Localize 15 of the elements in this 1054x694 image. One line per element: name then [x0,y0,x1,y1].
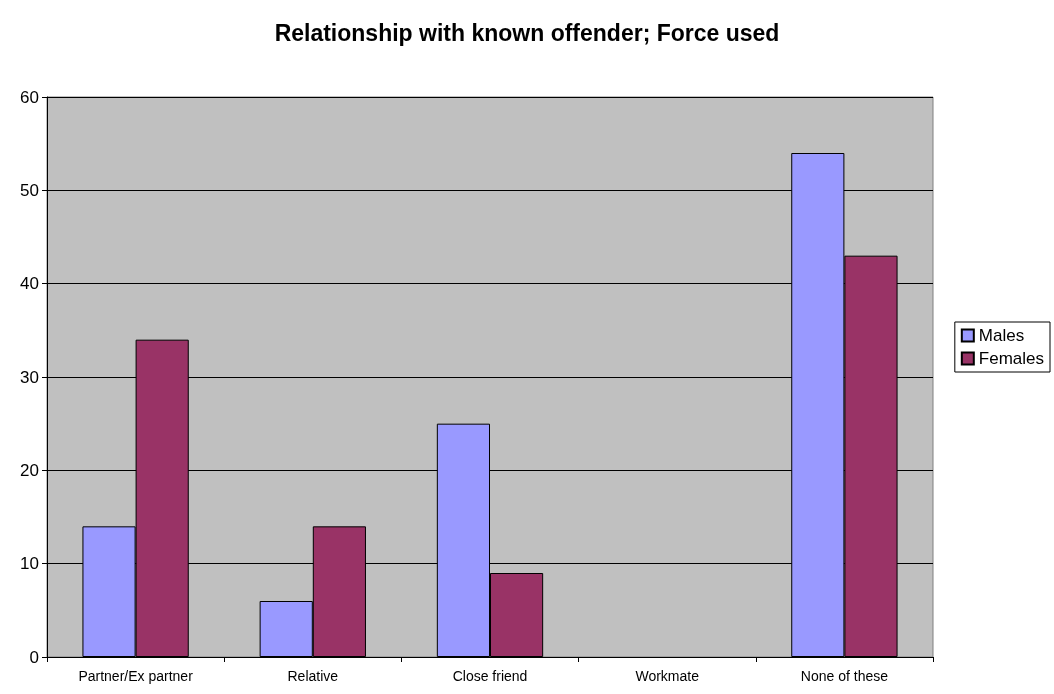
y-tick-label: 20 [20,460,39,480]
y-tick-label: 50 [20,180,39,200]
y-tick-label: 10 [20,554,39,574]
legend-label: Females [978,349,1044,368]
chart-title: Relationship with known offender; Force used [274,19,780,46]
legend-label: Males [978,326,1025,345]
y-tick-label: 30 [20,367,39,387]
y-tick-label: 0 [29,647,39,667]
y-tick-label: 60 [20,87,39,107]
y-tick-label: 40 [20,274,39,294]
x-tick-label: Close friend [452,668,528,684]
x-tick-label: None of these [800,668,889,684]
x-tick-label: Relative [287,668,339,684]
x-tick-label: Partner/Ex partner [78,668,194,684]
x-tick-label: Workmate [635,668,700,684]
